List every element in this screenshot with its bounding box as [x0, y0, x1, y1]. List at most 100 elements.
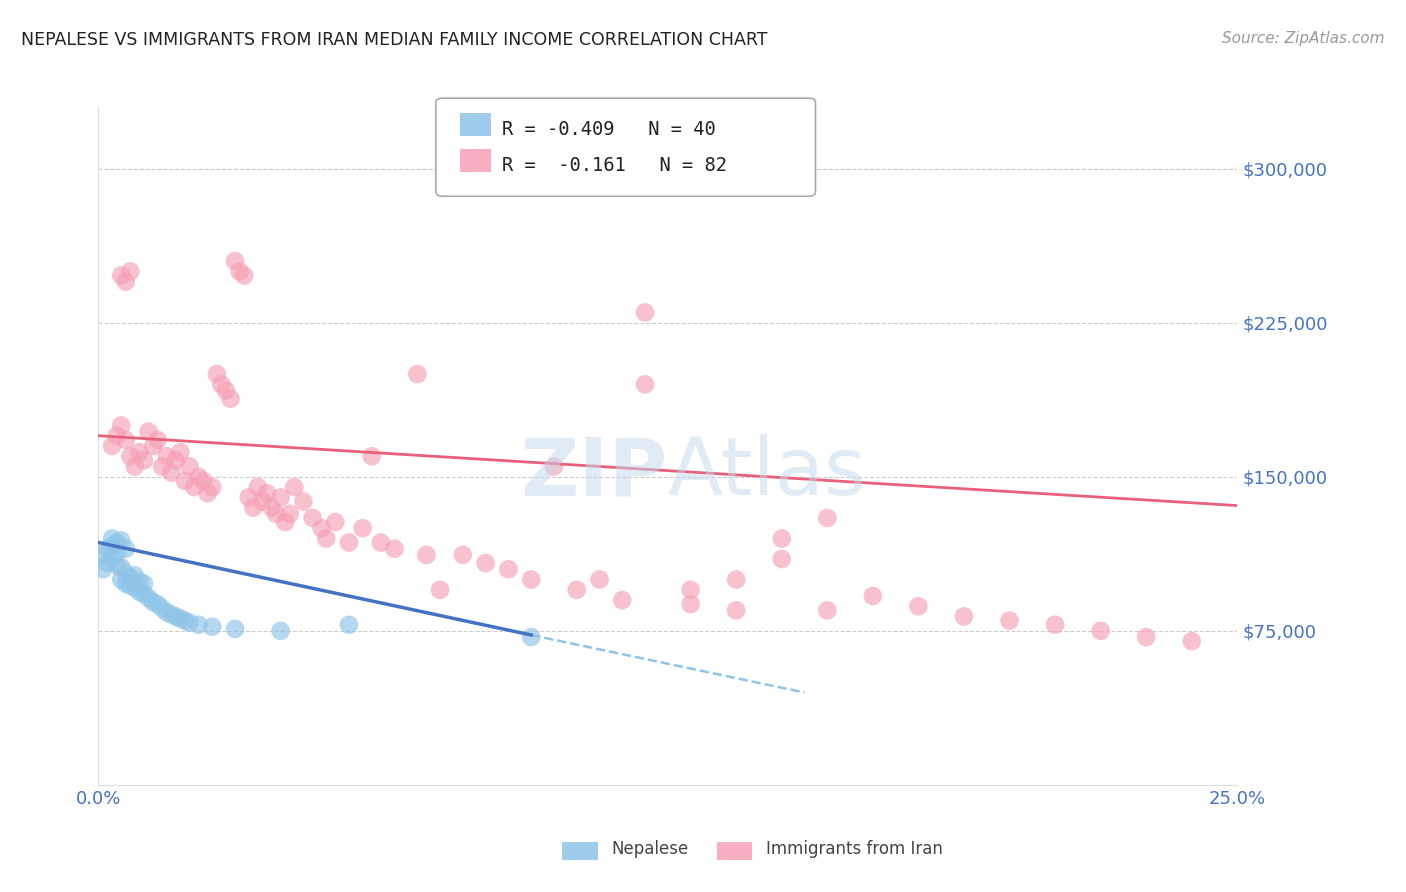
Point — [224, 254, 246, 268]
Point — [169, 611, 191, 625]
Point — [124, 581, 146, 595]
Point — [132, 453, 155, 467]
Point — [96, 556, 118, 570]
Text: R = -0.409   N = 40: R = -0.409 N = 40 — [502, 120, 716, 139]
Point — [105, 535, 128, 549]
Point — [315, 532, 337, 546]
Point — [998, 614, 1021, 628]
Text: NEPALESE VS IMMIGRANTS FROM IRAN MEDIAN FAMILY INCOME CORRELATION CHART: NEPALESE VS IMMIGRANTS FROM IRAN MEDIAN … — [21, 31, 768, 49]
Point — [179, 459, 201, 474]
Point — [360, 450, 382, 464]
Point — [105, 428, 128, 442]
Point — [146, 597, 169, 611]
Point — [260, 500, 283, 515]
Text: R =  -0.161   N = 82: R = -0.161 N = 82 — [502, 156, 727, 175]
Point — [105, 546, 128, 560]
Text: Atlas: Atlas — [668, 434, 866, 512]
Point — [179, 615, 201, 630]
Point — [146, 433, 169, 447]
Point — [337, 535, 360, 549]
Point — [474, 556, 496, 570]
Point — [110, 560, 132, 574]
Point — [429, 582, 451, 597]
Point — [114, 275, 136, 289]
Point — [165, 609, 187, 624]
Point — [193, 474, 215, 488]
Point — [132, 587, 155, 601]
Point — [187, 470, 209, 484]
Point — [770, 532, 793, 546]
Point — [174, 474, 197, 488]
Point — [323, 515, 346, 529]
Point — [150, 601, 173, 615]
Point — [169, 445, 191, 459]
Point — [770, 552, 793, 566]
Point — [197, 486, 219, 500]
Point — [311, 521, 333, 535]
Point — [679, 582, 702, 597]
Point — [101, 540, 124, 554]
Text: Immigrants from Iran: Immigrants from Iran — [766, 840, 943, 858]
Point — [209, 377, 232, 392]
Point — [1135, 630, 1157, 644]
Point — [128, 445, 150, 459]
Point — [187, 617, 209, 632]
Point — [725, 603, 748, 617]
Point — [725, 573, 748, 587]
Point — [101, 439, 124, 453]
Point — [242, 500, 264, 515]
Point — [612, 593, 634, 607]
Point — [1043, 617, 1066, 632]
Point — [278, 507, 301, 521]
Point — [520, 630, 543, 644]
Point — [252, 494, 274, 508]
Point — [215, 384, 238, 398]
Point — [588, 573, 610, 587]
Point — [132, 576, 155, 591]
Point — [124, 568, 146, 582]
Point — [256, 486, 278, 500]
Point — [233, 268, 256, 283]
Point — [156, 450, 179, 464]
Point — [120, 450, 142, 464]
Point — [110, 268, 132, 283]
Point — [862, 589, 884, 603]
Point — [138, 425, 160, 439]
Point — [101, 552, 124, 566]
Point — [114, 576, 136, 591]
Point — [679, 597, 702, 611]
Point — [156, 606, 179, 620]
Point — [120, 264, 142, 278]
Point — [274, 515, 297, 529]
Point — [270, 624, 292, 638]
Point — [301, 511, 323, 525]
Point — [128, 574, 150, 589]
Point — [337, 617, 360, 632]
Point — [543, 459, 565, 474]
Point — [498, 562, 520, 576]
Point — [91, 562, 114, 576]
Point — [634, 377, 657, 392]
Point — [142, 595, 165, 609]
Point — [370, 535, 392, 549]
Point — [110, 418, 132, 433]
Point — [183, 480, 205, 494]
Point — [114, 433, 136, 447]
Point — [160, 466, 183, 480]
Text: Source: ZipAtlas.com: Source: ZipAtlas.com — [1222, 31, 1385, 46]
Point — [953, 609, 976, 624]
Point — [124, 459, 146, 474]
Point — [907, 599, 929, 614]
Point — [205, 367, 228, 381]
Point — [1090, 624, 1112, 638]
Point — [110, 573, 132, 587]
Point — [634, 305, 657, 319]
Point — [201, 620, 224, 634]
Point — [1181, 634, 1204, 648]
Point — [352, 521, 374, 535]
Point — [165, 453, 187, 467]
Point — [292, 494, 315, 508]
Point — [128, 585, 150, 599]
Point — [138, 591, 160, 605]
Point — [238, 491, 260, 505]
